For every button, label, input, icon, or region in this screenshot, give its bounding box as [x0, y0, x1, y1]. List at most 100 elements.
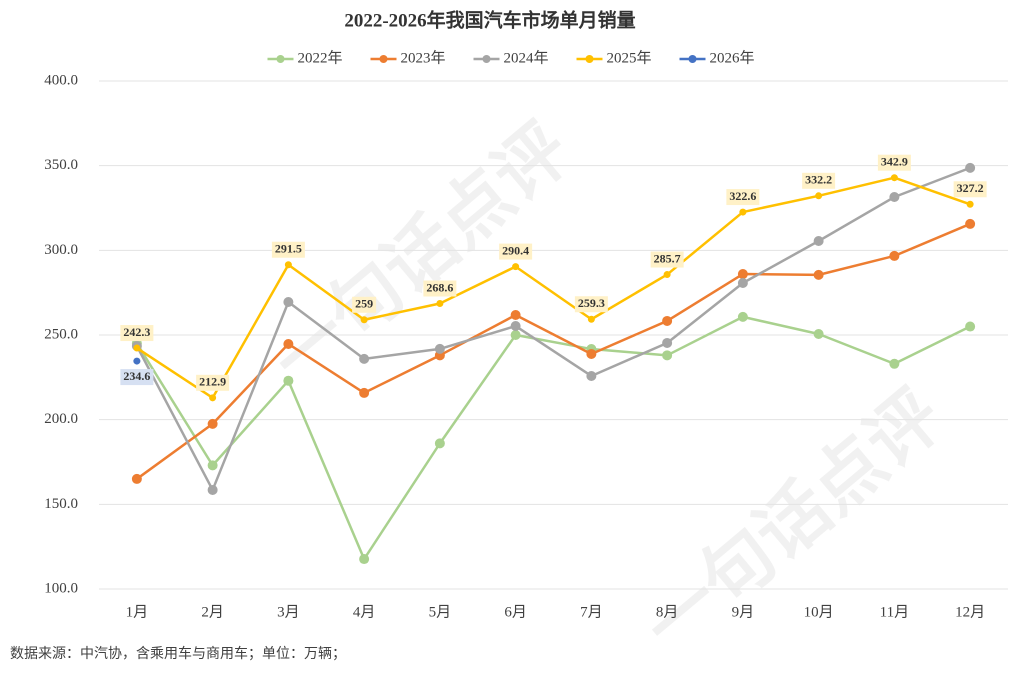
data-point	[813, 269, 824, 280]
data-point	[739, 208, 747, 216]
data-point	[663, 271, 671, 279]
legend-marker	[688, 55, 697, 63]
data-label: 322.6	[729, 189, 756, 203]
data-label: 242.3	[123, 325, 150, 339]
data-point	[587, 315, 595, 323]
x-tick-label: 3月	[277, 604, 300, 620]
x-tick-label: 9月	[732, 604, 755, 620]
watermark: 一句话点评	[628, 373, 958, 669]
data-point	[889, 250, 900, 261]
data-label-bg	[120, 369, 154, 386]
data-point	[434, 343, 445, 354]
source-note: 数据来源：中汽协，含乘用车与商用车；单位：万辆；	[10, 645, 346, 662]
series-line	[136, 222, 971, 480]
x-tick-label: 1月	[126, 604, 149, 620]
data-point	[359, 554, 370, 565]
data-label: 268.6	[426, 280, 453, 294]
data-point	[207, 460, 218, 471]
data-point	[813, 328, 824, 339]
x-tick-label: 8月	[656, 604, 679, 620]
data-label-bg	[877, 154, 911, 171]
y-tick-label: 150.0	[44, 496, 78, 512]
data-point	[965, 162, 976, 173]
legend-marker	[482, 55, 491, 63]
x-tick-label: 5月	[429, 604, 452, 620]
data-label: 332.2	[805, 173, 832, 187]
legend-label: 2023年	[401, 49, 446, 66]
data-point	[512, 263, 520, 271]
data-label: 291.5	[275, 241, 302, 255]
data-point	[889, 358, 900, 369]
data-point	[436, 300, 444, 308]
data-label: 285.7	[654, 251, 681, 265]
data-point	[966, 200, 974, 208]
series-line	[136, 176, 971, 400]
legend-label: 2022年	[298, 49, 343, 66]
data-point	[510, 310, 521, 321]
data-point	[965, 218, 976, 229]
data-point	[283, 375, 294, 386]
data-point	[815, 192, 823, 200]
data-point	[131, 473, 142, 484]
data-point	[813, 236, 824, 247]
data-point	[207, 418, 218, 429]
x-tick-label: 2月	[201, 604, 224, 620]
data-label: 290.4	[502, 243, 529, 257]
chart-title: 2022-2026年我国汽车市场单月销量	[344, 8, 635, 31]
x-tick-label: 4月	[353, 604, 376, 620]
data-point	[737, 269, 748, 280]
x-tick-label: 7月	[580, 604, 603, 620]
data-label-bg	[352, 296, 377, 313]
y-tick-label: 250.0	[44, 326, 78, 342]
data-point	[737, 278, 748, 289]
data-label-bg	[120, 325, 154, 342]
legend-marker	[585, 55, 594, 63]
data-point	[889, 191, 900, 202]
x-tick-label: 10月	[804, 604, 834, 620]
data-point	[965, 321, 976, 332]
legend-label: 2026年	[710, 49, 755, 66]
data-point	[737, 311, 748, 322]
data-label-bg	[499, 243, 533, 260]
series-line	[135, 315, 971, 561]
data-label-bg	[650, 251, 684, 268]
data-point	[890, 174, 898, 182]
y-tick-label: 300.0	[44, 242, 78, 258]
data-point	[207, 484, 218, 495]
data-point	[133, 357, 141, 365]
data-point	[359, 353, 370, 364]
data-label: 234.6	[123, 369, 150, 383]
x-tick-label: 11月	[880, 604, 909, 620]
data-label: 259.3	[578, 296, 605, 310]
y-tick-label: 200.0	[44, 411, 78, 427]
data-label: 342.9	[881, 154, 908, 168]
y-tick-label: 100.0	[44, 580, 78, 596]
data-label-bg	[802, 172, 836, 189]
legend-marker	[276, 55, 285, 63]
data-label-bg	[271, 241, 305, 258]
data-point	[510, 321, 521, 332]
series-line	[135, 166, 971, 492]
y-tick-label: 400.0	[44, 72, 78, 88]
x-tick-label: 12月	[955, 604, 985, 620]
data-point	[209, 394, 217, 402]
data-point	[662, 315, 673, 326]
data-point	[283, 296, 294, 307]
data-point	[662, 350, 673, 361]
watermark: 一句话点评	[256, 106, 586, 402]
data-label-bg	[953, 181, 987, 198]
data-label-bg	[196, 374, 230, 391]
data-point	[510, 330, 521, 340]
data-label-bg	[574, 296, 608, 313]
y-tick-label: 350.0	[44, 157, 78, 173]
data-point	[283, 338, 294, 349]
data-point	[434, 438, 445, 449]
data-point	[662, 337, 673, 348]
data-point	[586, 348, 597, 359]
data-label-bg	[726, 189, 760, 206]
data-point	[284, 261, 292, 269]
data-point	[359, 387, 370, 398]
legend-label: 2025年	[607, 49, 652, 66]
data-label-bg	[423, 280, 457, 297]
